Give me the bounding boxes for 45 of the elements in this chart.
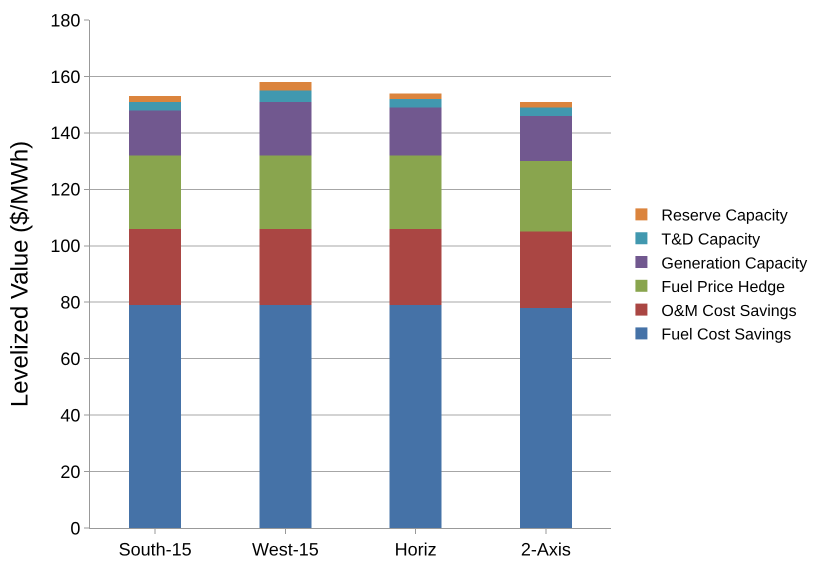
x-tick-label: West-15 [252, 540, 319, 560]
bar [259, 82, 312, 91]
legend-label: T&D Capacity [661, 231, 760, 248]
bar [259, 228, 312, 306]
y-tick-label: 80 [60, 292, 80, 313]
x-tick-label: South-15 [118, 540, 192, 560]
bar [129, 305, 182, 528]
bar [520, 161, 572, 232]
y-tick-label: 20 [60, 462, 80, 482]
y-tick-label: 100 [50, 236, 80, 256]
legend-label: Fuel Cost Savings [661, 326, 792, 344]
bar [390, 305, 442, 528]
legend-label: Fuel Price Hedge [661, 279, 786, 296]
bar [129, 228, 182, 306]
y-tick-label: 60 [60, 348, 80, 369]
bar [390, 228, 442, 306]
bar [520, 232, 572, 308]
bar [390, 99, 442, 108]
y-tick-label: 0 [70, 518, 80, 538]
bar [129, 155, 182, 229]
x-tick-label: Horiz [394, 540, 437, 560]
bar [390, 155, 442, 229]
bar [259, 90, 312, 102]
bar [520, 107, 572, 116]
y-tick-label: 160 [50, 66, 80, 87]
legend-label: O&M Cost Savings [661, 302, 797, 320]
bar [390, 107, 442, 156]
bar [129, 110, 182, 156]
y-tick-label: 140 [50, 123, 80, 144]
bar [520, 116, 572, 162]
legend-label: Reserve Capacity [661, 208, 788, 225]
bar [129, 102, 182, 110]
y-tick-label: 40 [60, 405, 80, 426]
x-tick-label: 2-Axis [520, 540, 571, 560]
y-tick-label: 120 [50, 180, 80, 200]
y-tick-label: 180 [50, 10, 80, 30]
legend-label: Generation Capacity [661, 255, 808, 272]
y-axis-title: Levelized Value ($/MWh) [6, 140, 34, 408]
bar [390, 93, 442, 100]
bar [259, 305, 312, 528]
bar [129, 96, 182, 102]
bar [520, 308, 572, 528]
bar [259, 155, 312, 229]
bar [520, 102, 572, 108]
bar [259, 102, 312, 156]
